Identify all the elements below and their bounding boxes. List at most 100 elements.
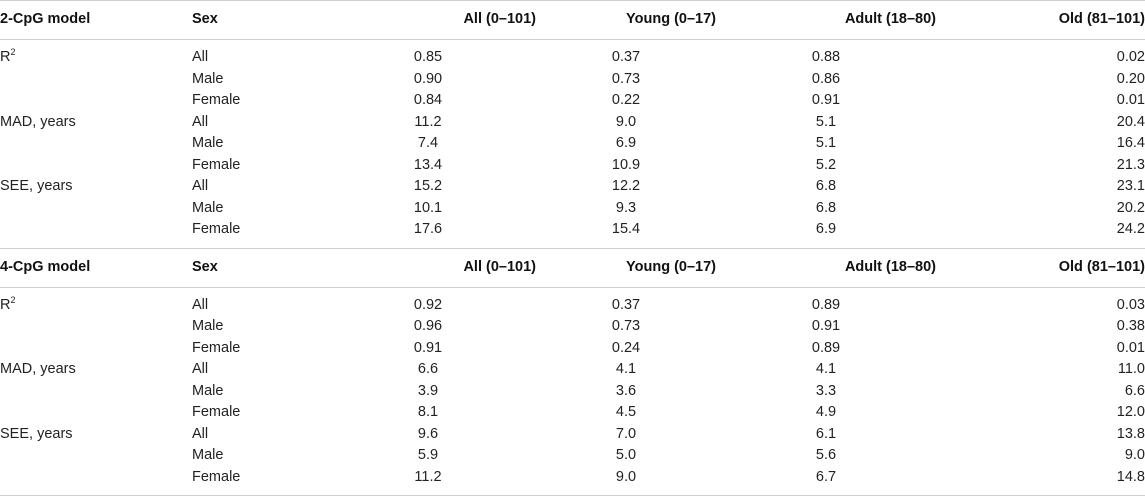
value-cell-all: 15.2 <box>413 178 443 194</box>
value-cell-all: 0.84 <box>413 92 443 108</box>
sex-header: Sex <box>192 11 218 28</box>
value-cell-young: 9.3 <box>615 199 637 216</box>
value-cell-young: 9.0 <box>615 113 637 130</box>
value-cell-adult: 4.9 <box>815 404 837 420</box>
value-cell-old: 0.20 <box>1116 70 1145 87</box>
empty-cell <box>0 219 192 241</box>
sex-cell: All <box>192 49 209 65</box>
metric-label: SEE, years <box>0 425 73 442</box>
sex-cell: Female <box>192 404 241 420</box>
value-cell-young: 6.9 <box>615 135 637 151</box>
value-cell-old: 24.2 <box>1116 221 1145 237</box>
metric-r2-superscript: 2 <box>10 294 16 305</box>
value-cell-young: 0.73 <box>611 318 641 334</box>
value-cell-young: 7.0 <box>615 425 637 442</box>
table-row: MAD, years All 11.2 9.0 5.1 20.4 <box>0 112 1145 134</box>
metric-label: MAD, years <box>0 113 76 130</box>
spacer-row <box>0 288 1145 295</box>
value-cell-old: 12.0 <box>1116 404 1145 420</box>
model-title: 4-CpG model <box>0 258 91 275</box>
sex-cell: All <box>192 178 209 194</box>
header-row: 4-CpG model Sex All (0–101) Young (0–17) Adu… <box>0 248 1145 287</box>
value-cell-all: 6.6 <box>417 361 439 377</box>
empty-cell <box>0 381 192 403</box>
value-cell-adult: 5.2 <box>815 156 837 173</box>
table-row: Male 5.9 5.0 5.6 9.0 <box>0 445 1145 467</box>
sex-cell: Male <box>192 135 224 151</box>
value-cell-all: 11.2 <box>414 468 442 485</box>
divider <box>0 39 1145 40</box>
value-cell-adult: 3.3 <box>815 382 837 399</box>
table-row: Female 11.2 9.0 6.7 14.8 <box>0 467 1145 489</box>
empty-cell <box>0 402 192 424</box>
value-cell-old: 9.0 <box>1124 447 1145 463</box>
col-header-old: Old (81–101) <box>1058 11 1145 28</box>
metric-label: MAD, years <box>0 361 76 377</box>
table-row: Female 0.84 0.22 0.91 0.01 <box>0 90 1145 112</box>
value-cell-young: 12.2 <box>611 178 641 194</box>
value-cell-all: 8.1 <box>417 404 439 420</box>
value-cell-all: 0.92 <box>413 296 443 313</box>
metric-label: R2 <box>0 295 192 317</box>
spacer-row <box>0 40 1145 47</box>
table-row: MAD, years All 6.6 4.1 4.1 11.0 <box>0 359 1145 381</box>
header-row: 2-CpG model Sex All (0–101) Young (0–17) Adu… <box>0 0 1145 40</box>
value-cell-young: 4.1 <box>615 361 637 377</box>
empty-cell <box>0 316 192 338</box>
spacer-row <box>0 241 1145 249</box>
value-cell-adult: 4.1 <box>815 361 837 377</box>
table-row: Male 7.4 6.9 5.1 16.4 <box>0 133 1145 155</box>
value-cell-old: 0.02 <box>1116 49 1145 65</box>
value-cell-adult: 6.7 <box>815 468 837 485</box>
sex-cell: Female <box>192 156 241 173</box>
value-cell-adult: 6.9 <box>815 221 837 237</box>
divider <box>0 287 1145 288</box>
sex-cell: All <box>192 296 209 313</box>
value-cell-adult: 0.88 <box>811 49 841 65</box>
value-cell-old: 13.8 <box>1116 425 1145 442</box>
sex-cell: Male <box>192 447 224 463</box>
value-cell-all: 7.4 <box>417 135 439 151</box>
value-cell-old: 20.4 <box>1116 113 1145 130</box>
value-cell-old: 6.6 <box>1124 382 1145 399</box>
value-cell-old: 0.01 <box>1116 92 1145 108</box>
value-cell-young: 0.24 <box>611 339 641 356</box>
value-cell-old: 20.2 <box>1116 199 1145 216</box>
value-cell-young: 0.73 <box>611 70 641 87</box>
value-cell-old: 14.8 <box>1116 468 1145 485</box>
value-cell-adult: 0.89 <box>811 296 841 313</box>
col-header-adult: Adult (18–80) <box>844 11 936 28</box>
value-cell-adult: 0.86 <box>811 70 841 87</box>
value-cell-adult: 6.8 <box>815 178 837 194</box>
empty-cell <box>0 445 192 467</box>
value-cell-young: 0.37 <box>611 49 641 65</box>
model-title: 2-CpG model <box>0 11 91 28</box>
spacer-row <box>0 488 1145 496</box>
value-cell-adult: 6.1 <box>815 425 837 442</box>
sex-cell: Male <box>192 70 224 87</box>
value-cell-all: 13.4 <box>413 156 443 173</box>
table-row: R2 All 0.85 0.37 0.88 0.02 <box>0 47 1145 69</box>
value-cell-all: 11.2 <box>414 113 442 130</box>
value-cell-young: 5.0 <box>615 447 637 463</box>
col-header-adult: Adult (18–80) <box>844 258 936 275</box>
value-cell-young: 0.37 <box>611 296 641 313</box>
table-row: Male 3.9 3.6 3.3 6.6 <box>0 381 1145 403</box>
value-cell-all: 17.6 <box>413 221 443 237</box>
value-cell-old: 21.3 <box>1116 156 1145 173</box>
empty-cell <box>0 69 192 91</box>
table-row: Female 13.4 10.9 5.2 21.3 <box>0 155 1145 177</box>
value-cell-all: 5.9 <box>417 447 439 463</box>
sex-header: Sex <box>192 258 218 275</box>
sex-cell: Female <box>192 221 241 237</box>
sex-cell: All <box>192 361 209 377</box>
value-cell-adult: 6.8 <box>815 199 837 216</box>
table-row: Female 0.91 0.24 0.89 0.01 <box>0 338 1145 360</box>
value-cell-young: 0.22 <box>611 92 641 108</box>
empty-cell <box>0 90 192 112</box>
value-cell-old: 0.38 <box>1116 318 1145 334</box>
value-cell-all: 0.96 <box>413 318 443 334</box>
metric-label: R2 <box>0 47 192 69</box>
